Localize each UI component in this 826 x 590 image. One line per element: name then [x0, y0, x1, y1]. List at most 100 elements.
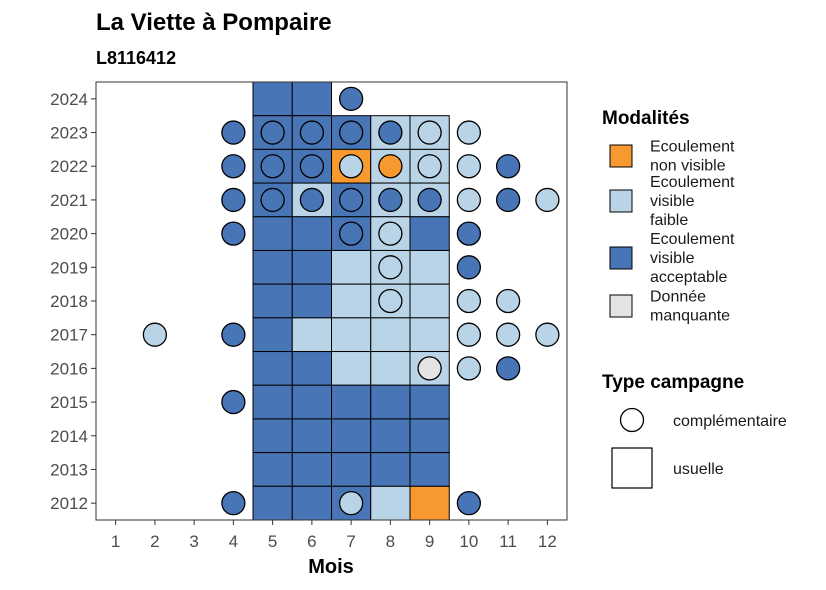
tile-usuelle [409, 283, 450, 319]
legend-shape-label: usuelle [673, 461, 724, 478]
legend-circle-key [619, 407, 645, 433]
point-complementaire [456, 120, 482, 145]
x-tick-label: 12 [538, 532, 557, 551]
legend-fill-label: Ecoulement [650, 174, 735, 191]
legend-shape-items: complémentaire usuelle [611, 407, 787, 489]
tile-usuelle [252, 384, 293, 420]
point-complementaire [338, 120, 364, 145]
tile-usuelle [331, 317, 372, 353]
point-complementaire [535, 322, 560, 347]
tile-usuelle [409, 384, 450, 420]
legend-fill-label: Ecoulement [650, 231, 735, 248]
point-complementaire [221, 491, 246, 516]
point-complementaire [417, 356, 442, 381]
point-complementaire [456, 221, 482, 246]
tile-usuelle [291, 351, 332, 386]
tile-usuelle [331, 384, 372, 420]
x-tick-label: 3 [189, 532, 198, 551]
tile-usuelle [291, 418, 332, 454]
tile-usuelle [291, 216, 332, 251]
y-tick-label: 2015 [50, 393, 88, 412]
legend-fill-label: Donnée [650, 289, 706, 306]
point-complementaire [456, 255, 482, 280]
legend-fill-key [609, 294, 633, 318]
x-tick-label: 4 [229, 532, 238, 551]
tile-usuelle [409, 418, 450, 454]
x-axis: 1 2 3 4 5 6 7 8 9 10 11 12 [111, 520, 557, 551]
tile-usuelle [370, 418, 411, 454]
tile-usuelle [252, 452, 293, 487]
y-axis: 2012 2013 2014 2015 2016 2017 2018 2019 2020 2021… [50, 90, 96, 513]
tile-usuelle [252, 418, 293, 454]
point-complementaire [378, 154, 403, 179]
y-tick-label: 2013 [50, 460, 88, 479]
y-tick-label: 2012 [50, 494, 88, 513]
point-layer [142, 86, 560, 516]
point-complementaire [456, 491, 482, 516]
point-complementaire [338, 491, 364, 516]
x-tick-label: 7 [346, 532, 355, 551]
point-complementaire [378, 120, 403, 145]
tile-usuelle [331, 249, 372, 285]
x-tick-label: 8 [386, 532, 395, 551]
legend-fill-key [609, 246, 633, 270]
legend-fill-label: visible [650, 193, 695, 210]
tile-usuelle [252, 216, 293, 251]
point-complementaire [299, 120, 325, 145]
point-complementaire [299, 187, 325, 213]
point-complementaire [456, 356, 482, 381]
tile-usuelle [252, 249, 293, 285]
x-tick-label: 11 [499, 532, 517, 551]
legend-fill-label: Ecoulement [650, 139, 735, 156]
tile-usuelle [409, 452, 450, 487]
point-complementaire [417, 154, 442, 179]
point-complementaire [495, 288, 521, 314]
tile-usuelle [370, 317, 411, 353]
y-tick-label: 2020 [50, 225, 88, 244]
y-tick-label: 2017 [50, 326, 88, 345]
tile-usuelle [409, 485, 450, 521]
legend-fill-label: visible [650, 250, 695, 267]
y-tick-label: 2023 [50, 124, 88, 143]
point-complementaire [535, 187, 560, 213]
tile-usuelle [291, 317, 332, 353]
tile-usuelle [370, 485, 411, 521]
x-tick-label: 1 [111, 532, 120, 551]
y-tick-label: 2024 [50, 90, 88, 109]
legend-fill-label: acceptable [650, 269, 727, 286]
x-tick-label: 6 [307, 532, 316, 551]
point-complementaire [221, 154, 246, 179]
tile-usuelle [331, 418, 372, 454]
point-complementaire [378, 221, 403, 246]
point-complementaire [338, 221, 364, 246]
legend-fill-label: faible [650, 212, 688, 229]
point-complementaire [456, 322, 482, 347]
tile-usuelle [291, 452, 332, 487]
point-complementaire [338, 154, 364, 179]
tile-usuelle [370, 384, 411, 420]
tile-usuelle [409, 216, 450, 251]
x-tick-label: 2 [150, 532, 159, 551]
point-complementaire [378, 187, 403, 213]
point-complementaire [142, 322, 168, 347]
point-complementaire [221, 187, 246, 213]
point-complementaire [495, 322, 521, 347]
chart-subtitle: L8116412 [96, 48, 176, 68]
legend-fill-key [609, 144, 633, 168]
tile-usuelle [252, 351, 293, 386]
tile-usuelle [252, 317, 293, 353]
tile-usuelle [331, 351, 372, 386]
x-tick-label: 5 [268, 532, 277, 551]
tile-usuelle [291, 249, 332, 285]
y-tick-label: 2022 [50, 157, 88, 176]
tile-usuelle [370, 351, 411, 386]
legend-fill-label: manquante [650, 308, 730, 325]
point-complementaire [221, 322, 246, 347]
point-complementaire [456, 154, 482, 179]
y-tick-label: 2018 [50, 292, 88, 311]
point-complementaire [378, 288, 403, 314]
point-complementaire [221, 389, 246, 415]
